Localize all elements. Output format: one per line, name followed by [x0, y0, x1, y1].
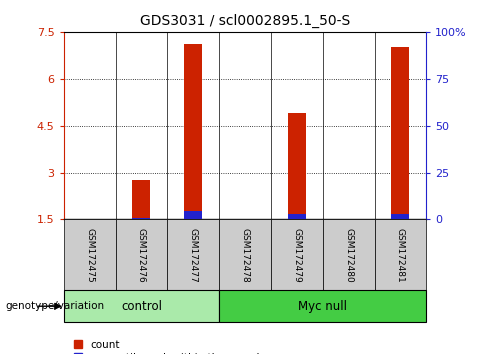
Bar	[132, 181, 150, 219]
Bar	[184, 211, 202, 219]
Bar	[323, 219, 374, 290]
Bar	[219, 290, 426, 322]
Bar	[116, 219, 167, 290]
Bar	[392, 215, 410, 219]
Bar	[132, 218, 150, 219]
Bar	[374, 219, 426, 290]
Text: GSM172475: GSM172475	[85, 228, 94, 282]
Legend: count, percentile rank within the sample: count, percentile rank within the sample	[74, 340, 267, 354]
Text: Myc null: Myc null	[298, 300, 347, 313]
Bar	[64, 290, 219, 322]
Bar	[184, 44, 202, 219]
Bar	[64, 219, 116, 290]
Text: GSM172481: GSM172481	[396, 228, 405, 282]
Bar	[288, 113, 306, 219]
Text: GSM172479: GSM172479	[293, 228, 301, 282]
Text: GSM172478: GSM172478	[241, 228, 249, 282]
Text: GSM172477: GSM172477	[189, 228, 197, 282]
Bar	[392, 47, 410, 219]
Bar	[167, 219, 219, 290]
Bar	[271, 219, 323, 290]
Text: GSM172480: GSM172480	[344, 228, 353, 282]
Bar	[219, 219, 271, 290]
Bar	[288, 215, 306, 219]
Text: GSM172476: GSM172476	[137, 228, 146, 282]
Title: GDS3031 / scl0002895.1_50-S: GDS3031 / scl0002895.1_50-S	[140, 14, 350, 28]
Text: control: control	[121, 300, 162, 313]
Text: genotype/variation: genotype/variation	[5, 301, 104, 311]
